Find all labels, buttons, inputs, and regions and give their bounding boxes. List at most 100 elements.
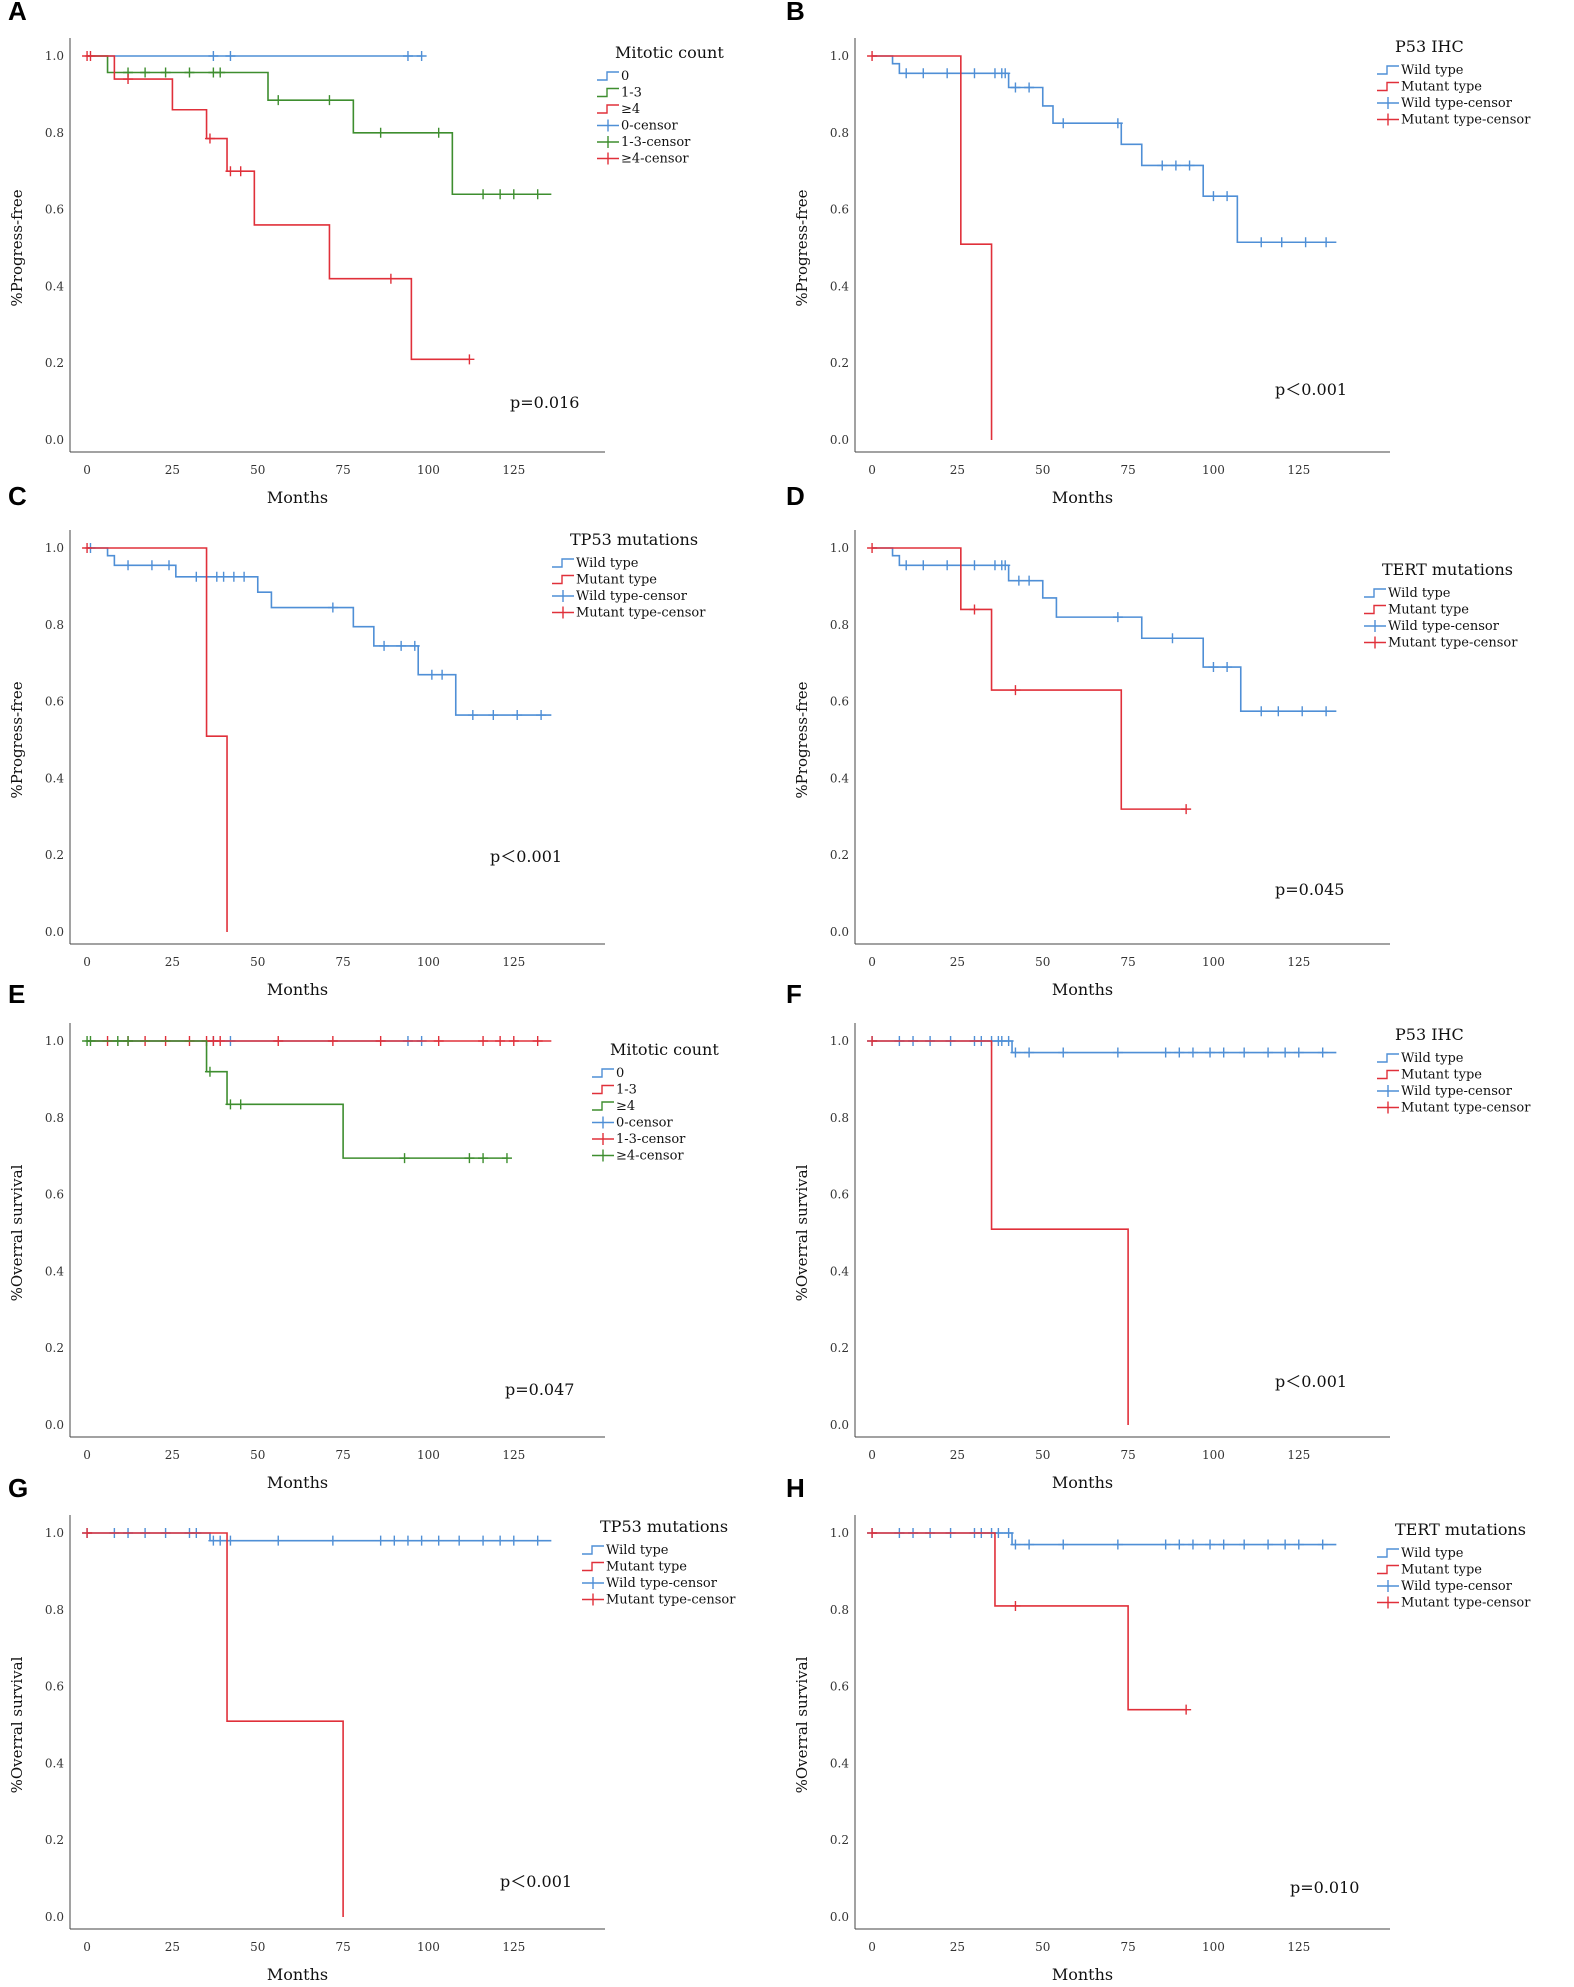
y-tick-label: 0.0 [45,433,64,447]
y-tick-label: 0.6 [830,1680,849,1694]
censor-mark [501,1153,512,1164]
legend-censor-swatch [592,1116,614,1129]
censor-mark [467,710,478,721]
x-tick-label: 0 [868,463,876,477]
censor-mark [1184,160,1195,171]
km-curve [872,1532,1187,1711]
x-axis-label: Months [267,488,328,507]
legend-label: Wild type-censor [1401,1084,1513,1099]
legend-label: 1-3 [616,1083,637,1098]
censor-mark [536,710,547,721]
x-tick-label: 75 [335,463,350,477]
legend-label: Wild type-censor [1401,1579,1513,1594]
censor-mark [123,74,134,85]
y-tick-label: 0.6 [830,203,849,217]
censor-mark [160,67,171,78]
y-tick-label: 0.8 [830,618,849,632]
panel-f: F 0.0 0.2 0.4 0.6 0.8 1.0 0 25 50 75 100 125 Months %O… [786,979,1531,1492]
censor-mark [399,1153,410,1164]
legend-censor-swatch [592,1149,614,1162]
y-tick-label: 0.4 [830,1264,849,1278]
censor-mark [1208,191,1219,202]
censor-mark [375,127,386,138]
censor-mark [1208,662,1219,673]
x-tick-label: 50 [250,1940,265,1954]
km-curve [872,55,993,440]
legend-censor-swatch [1364,636,1386,649]
panel-letter: G [8,1473,28,1503]
censor-mark [512,710,523,721]
censor-mark [1010,1539,1021,1550]
panel-letter: H [786,1473,805,1503]
censor-mark [1280,1539,1291,1550]
censor-mark [1112,118,1123,129]
y-tick-label: 0.2 [45,1341,64,1355]
censor-mark [901,560,912,571]
censor-mark [454,1535,465,1546]
censor-mark [969,68,980,79]
censor-mark [1321,706,1332,717]
legend-censor-swatch [597,152,619,165]
censor-mark [1218,1047,1229,1058]
censor-mark [1293,1047,1304,1058]
y-tick-label: 0.4 [830,1756,849,1770]
y-tick-label: 0.4 [45,1756,64,1770]
km-curve [872,547,1337,712]
censor-mark [85,51,96,61]
panel-letter: E [8,979,25,1009]
x-tick-label: 25 [165,1940,180,1954]
legend-step-swatch [597,87,619,98]
x-axis-label: Months [1052,488,1113,507]
censor-mark [375,1036,386,1046]
x-tick-label: 0 [868,1448,876,1462]
censor-mark [478,1036,489,1046]
x-tick-label: 25 [165,1448,180,1462]
legend-step-swatch [552,558,574,568]
p-value: p=0.047 [505,1380,574,1399]
legend-censor-swatch [552,590,574,602]
censor-mark [82,543,93,553]
censor-mark [1058,1047,1069,1058]
x-tick-label: 125 [1287,955,1310,969]
x-tick-label: 100 [1202,1448,1225,1462]
censor-mark [1297,706,1308,717]
censor-mark [1157,160,1168,171]
y-tick-label: 0.2 [45,1833,64,1847]
y-tick-label: 0.4 [45,771,64,785]
y-axis-label: %Overral survival [8,1164,26,1301]
x-tick-label: 25 [950,955,965,969]
p-value: p＜0.001 [1275,380,1347,399]
x-tick-label: 125 [502,955,525,969]
x-axis-label: Months [1052,1473,1113,1492]
panel-letter: C [8,481,27,511]
censor-mark [82,1528,93,1538]
censor-mark [1293,1539,1304,1550]
censor-mark [1160,1047,1171,1058]
censor-mark [1263,1539,1274,1550]
censor-mark [1181,804,1192,815]
y-tick-label: 1.0 [830,49,849,63]
censor-mark [416,51,427,61]
censor-mark [433,1036,444,1046]
legend-step-swatch [582,1561,604,1572]
censor-mark [204,133,215,144]
y-tick-label: 0.0 [830,1418,849,1432]
censor-mark [1000,68,1011,79]
censor-mark [1300,237,1311,248]
y-tick-label: 0.0 [830,925,849,939]
censor-mark [327,1036,338,1046]
x-tick-label: 0 [83,1940,91,1954]
legend-label: ≥4 [616,1099,635,1114]
censor-mark [1187,1047,1198,1058]
legend-label: Mutant type [576,573,657,588]
km-curve [872,1040,1337,1054]
legend-label: 0 [621,69,629,84]
legend-label: Mutant type [1401,1563,1482,1578]
legend-censor-swatch [597,119,619,132]
y-tick-label: 0.4 [830,279,849,293]
censor-mark [1112,612,1123,623]
panel-letter: A [8,0,27,26]
y-tick-label: 0.6 [45,1680,64,1694]
x-tick-label: 100 [417,1940,440,1954]
censor-mark [942,68,953,79]
